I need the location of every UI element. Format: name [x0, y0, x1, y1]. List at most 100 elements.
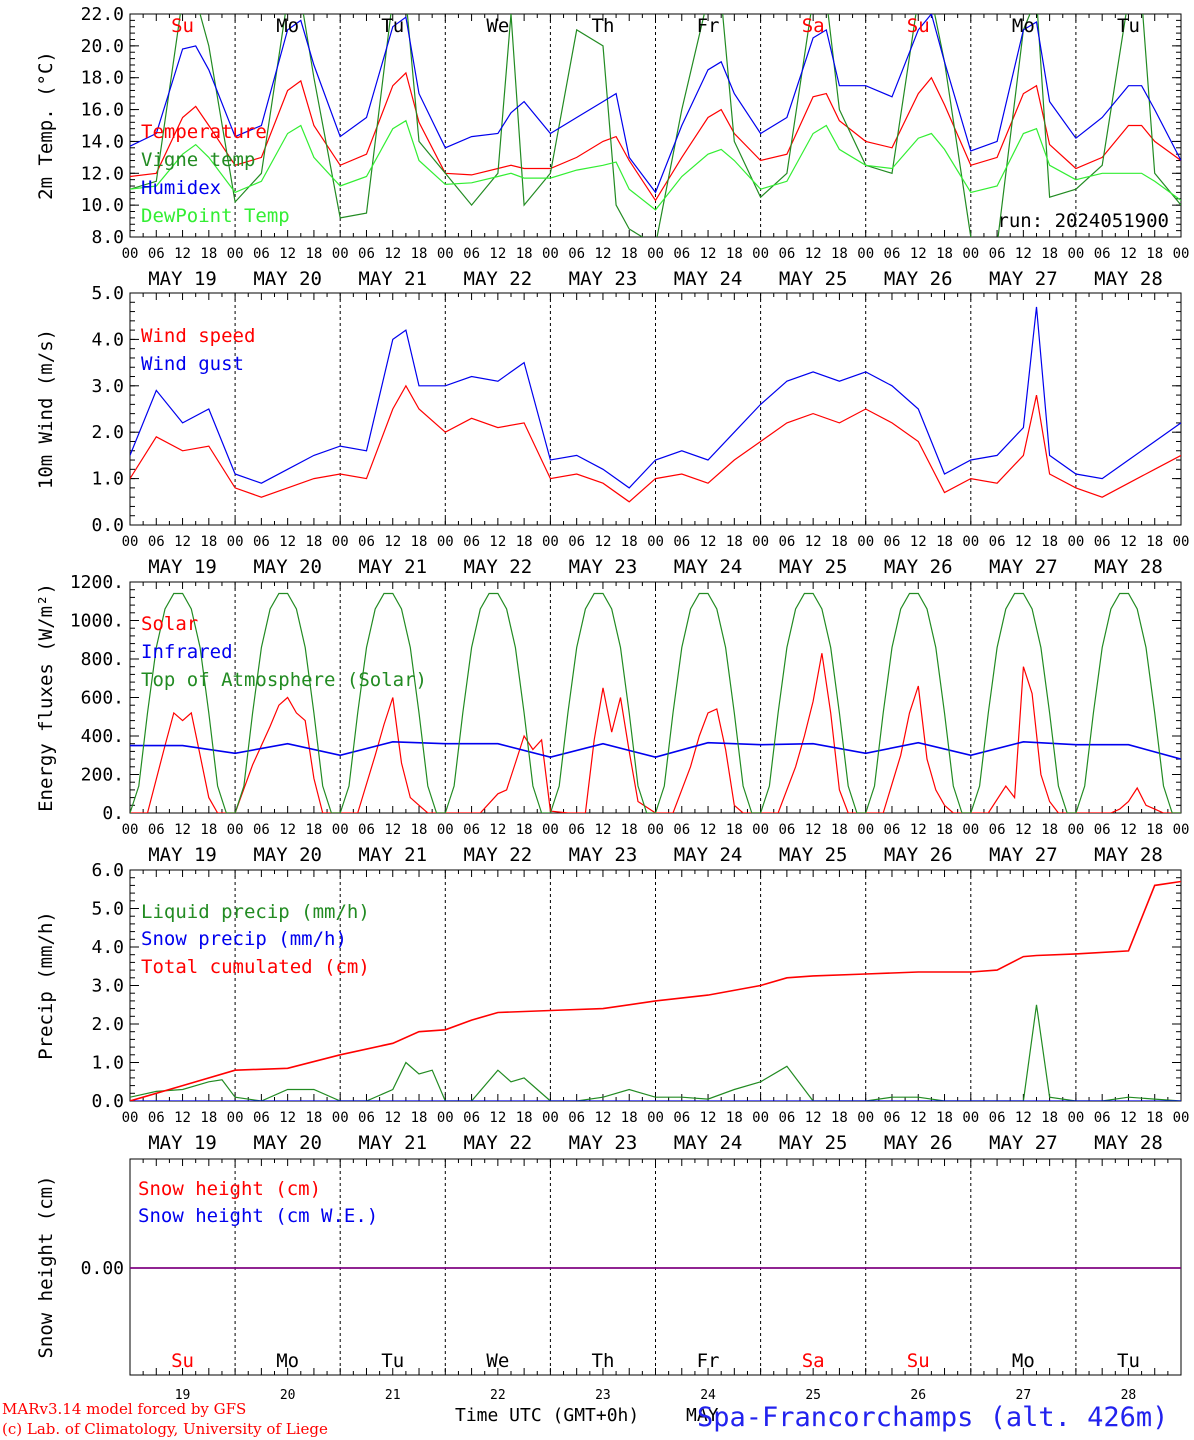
date-label: MAY 25 [779, 556, 848, 578]
y-tick-label: 5.0 [91, 283, 124, 304]
hour-tick-label: 00 [647, 822, 664, 838]
day-number-label: 24 [700, 1388, 716, 1403]
hour-tick-label: 18 [726, 246, 743, 262]
hour-tick-label: 00 [647, 1110, 664, 1126]
hour-tick-label: 06 [358, 822, 375, 838]
hour-tick-label: 06 [884, 1110, 901, 1126]
date-label: MAY 21 [358, 844, 427, 866]
weekday-label: We [486, 1350, 509, 1372]
hour-tick-label: 06 [884, 246, 901, 262]
hour-tick-label: 18 [726, 1110, 743, 1126]
hour-tick-label: 06 [884, 534, 901, 550]
hour-tick-label: 00 [1173, 246, 1190, 262]
hour-tick-label: 00 [647, 246, 664, 262]
hour-tick-label: 12 [279, 1110, 296, 1126]
hour-tick-label: 06 [358, 534, 375, 550]
panel-4: 0.0 1.0 2.0 3.0 4.0 5.0 6.0 Precip (mm/h) Liquid… [35, 860, 1189, 1154]
date-label: MAY 19 [148, 1132, 217, 1154]
hour-tick-label: 06 [884, 822, 901, 838]
hour-tick-label: 00 [752, 1110, 769, 1126]
hour-tick-label: 18 [831, 822, 848, 838]
weekday-label: We [486, 15, 509, 37]
date-label: MAY 26 [884, 844, 953, 866]
weekday-label: Fr [697, 15, 720, 37]
hour-tick-label: 18 [516, 534, 533, 550]
hour-tick-label: 00 [752, 822, 769, 838]
x-axis-title: Time UTC (GMT+0h) [455, 1405, 640, 1426]
hour-tick-label: 12 [279, 822, 296, 838]
hour-tick-label: 06 [778, 534, 795, 550]
hour-tick-label: 18 [305, 822, 322, 838]
hour-tick-label: 06 [148, 1110, 165, 1126]
hour-tick-label: 00 [1067, 534, 1084, 550]
y-tick-label: 3.0 [91, 376, 124, 397]
y-tick-label: 0. [102, 803, 124, 824]
hour-tick-label: 18 [305, 246, 322, 262]
y-tick-label: 2.0 [91, 1014, 124, 1035]
hour-tick-label: 12 [384, 1110, 401, 1126]
hour-tick-label: 12 [279, 246, 296, 262]
date-label: MAY 23 [569, 1132, 638, 1154]
hour-tick-label: 00 [332, 246, 349, 262]
hour-tick-label: 06 [568, 246, 585, 262]
date-label: MAY 28 [1094, 268, 1163, 290]
day-number-label: 21 [385, 1388, 401, 1403]
date-label: MAY 22 [464, 268, 533, 290]
hour-tick-label: 18 [831, 246, 848, 262]
series-line [130, 71, 1181, 202]
station-label: Spa-Francorchamps (alt. 426m) [697, 1402, 1169, 1433]
hour-tick-label: 06 [568, 822, 585, 838]
hour-tick-label: 00 [647, 534, 664, 550]
hour-tick-label: 00 [1173, 822, 1190, 838]
series-line [130, 880, 1181, 1101]
series-group [130, 880, 1181, 1101]
hour-tick-label: 06 [148, 246, 165, 262]
date-label: MAY 27 [989, 556, 1058, 578]
date-label: MAY 28 [1094, 1132, 1163, 1154]
hour-tick-label: 12 [595, 822, 612, 838]
hour-tick-label: 12 [910, 246, 927, 262]
weekday-label: Tu [1117, 15, 1140, 37]
hour-tick-label: 00 [1173, 1110, 1190, 1126]
y-tick-label: 1000. [70, 611, 124, 632]
day-number-label: 22 [490, 1388, 506, 1403]
y-axis-label: 2m Temp. (°C) [35, 51, 57, 200]
hour-tick-label: 06 [989, 1110, 1006, 1126]
hour-tick-label: 12 [1120, 822, 1137, 838]
y-tick-label: 22.0 [81, 4, 124, 25]
weekday-label: Th [592, 1350, 615, 1372]
y-tick-label: 400. [81, 726, 124, 747]
panel-5: 0.00 Snow height (cm) Snow height (cm) Snow… [35, 1158, 1182, 1403]
legend-entry: Snow precip (mm/h) [141, 928, 347, 950]
hour-tick-label: 06 [253, 534, 270, 550]
weekday-label: Sa [802, 1350, 825, 1372]
legend-entry: Temperature [141, 121, 267, 143]
y-tick-label: 8.0 [91, 227, 124, 248]
hour-tick-label: 18 [936, 534, 953, 550]
hour-tick-label: 00 [437, 534, 454, 550]
y-tick-label: 1.0 [91, 469, 124, 490]
weekday-label: Tu [1117, 1350, 1140, 1372]
date-label: MAY 21 [358, 556, 427, 578]
hour-tick-label: 12 [595, 246, 612, 262]
hour-tick-label: 18 [831, 1110, 848, 1126]
hour-tick-label: 06 [358, 1110, 375, 1126]
hour-tick-label: 06 [778, 1110, 795, 1126]
date-label: MAY 24 [674, 556, 743, 578]
hour-tick-label: 00 [752, 534, 769, 550]
y-tick-label: 0.0 [91, 1091, 124, 1112]
hour-tick-label: 00 [962, 534, 979, 550]
hour-tick-label: 06 [1094, 1110, 1111, 1126]
hour-tick-label: 12 [805, 822, 822, 838]
hour-tick-label: 12 [910, 1110, 927, 1126]
weekday-label: Mo [1012, 15, 1035, 37]
hour-tick-label: 12 [700, 246, 717, 262]
y-tick-label: 10.0 [81, 195, 124, 216]
panel-2: 0.0 1.0 2.0 3.0 4.0 5.0 10m Wind (m/s) Wind spe… [35, 283, 1189, 578]
hour-tick-label: 12 [1120, 534, 1137, 550]
day-number-label: 23 [595, 1388, 611, 1403]
hour-tick-label: 18 [200, 822, 217, 838]
day-number-label: 28 [1121, 1388, 1137, 1403]
hour-tick-label: 12 [1015, 822, 1032, 838]
